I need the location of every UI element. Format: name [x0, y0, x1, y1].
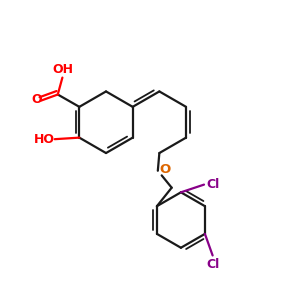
- Text: O: O: [159, 164, 170, 176]
- Text: Cl: Cl: [206, 258, 219, 271]
- Text: Cl: Cl: [207, 178, 220, 191]
- Text: O: O: [31, 93, 41, 106]
- Text: OH: OH: [53, 63, 74, 76]
- Text: HO: HO: [34, 133, 55, 146]
